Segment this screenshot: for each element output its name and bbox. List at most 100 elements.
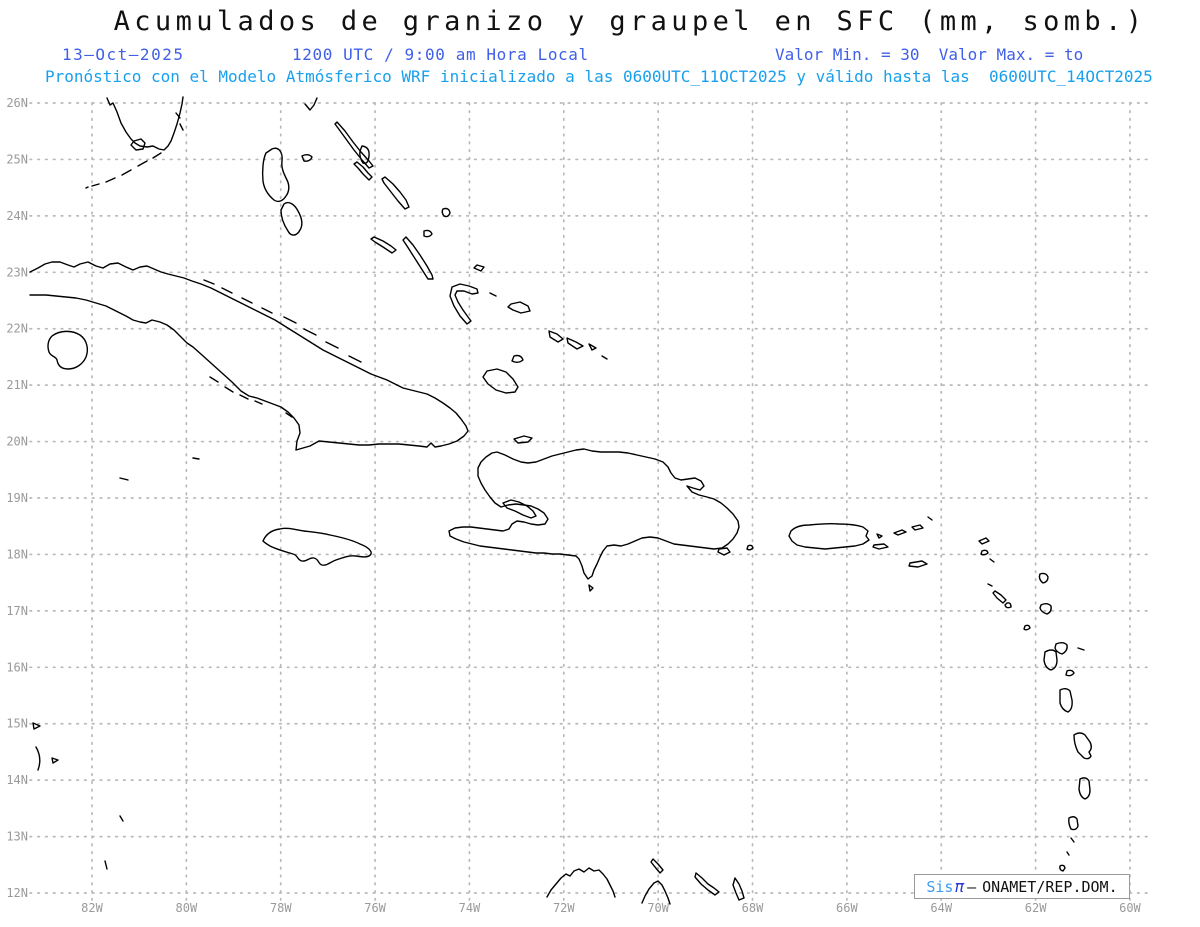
nicaragua-coast [35, 746, 41, 771]
nevis [1004, 602, 1012, 609]
jamaica [262, 527, 372, 566]
cuba-north-cays [203, 279, 362, 363]
lat-tick-label: 23N [6, 265, 28, 279]
st-martin [980, 549, 989, 556]
new-providence [301, 154, 313, 162]
header-minmax: Valor Min. = 30 Valor Max. = to [775, 45, 1084, 64]
cuba-mainland [29, 261, 469, 451]
cayman-islands [119, 457, 200, 481]
lake-okeechobee [130, 138, 146, 151]
lat-tick-label: 24N [6, 209, 28, 223]
header-forecast-line: Pronóstico con el Modelo Atmósferico WRF… [45, 67, 1153, 86]
martinique [1073, 732, 1092, 760]
lat-tick-label: 19N [6, 491, 28, 505]
anguilla [978, 537, 990, 545]
abaco [334, 121, 374, 169]
lon-tick-label: 70W [647, 901, 669, 915]
lon-tick-label: 66W [836, 901, 858, 915]
rum-cay [423, 229, 433, 238]
montserrat [1023, 624, 1031, 631]
lat-tick-label: 12N [6, 886, 28, 900]
bonaire [732, 877, 745, 901]
san-salvador [441, 207, 451, 218]
st-vincent [1068, 816, 1079, 831]
puerto-rico-mainland [788, 522, 870, 550]
lon-tick-label: 72W [553, 901, 575, 915]
coast-jamaica [262, 527, 372, 566]
miskito-cays [51, 757, 59, 764]
coast-cuba [29, 261, 469, 451]
header-date: 13–Oct–2025 [62, 45, 185, 64]
great-exuma [370, 236, 397, 254]
hispaniola-mainland [448, 448, 740, 580]
cuba-south-cays [209, 376, 293, 418]
lon-tick-label: 60W [1119, 901, 1141, 915]
virgin-islands [893, 516, 933, 536]
little-inagua [511, 354, 524, 363]
lat-tick-label: 17N [6, 604, 28, 618]
lat-tick-label: 25N [6, 152, 28, 166]
bimini [175, 112, 184, 131]
samana-cay [473, 264, 485, 272]
long-island [402, 236, 434, 280]
coast-florida [85, 96, 184, 189]
brand-sis: Sis [926, 877, 954, 896]
brand-dash: – [967, 877, 977, 896]
lat-tick-label: 16N [6, 660, 28, 674]
axis-labels: 82W 80W 78W 76W 74W 72W 70W 68W 66W 64W 62W 60W 26N 2… [6, 96, 1141, 915]
grenada [1059, 864, 1066, 872]
andros [261, 147, 290, 203]
coast-south-america [546, 867, 671, 905]
lon-tick-label: 64W [930, 901, 952, 915]
eleuthera [359, 145, 370, 165]
lon-tick-label: 78W [270, 901, 292, 915]
lon-tick-label: 62W [1025, 901, 1047, 915]
san-andres [104, 860, 108, 870]
grand-bahama [304, 97, 318, 111]
turks-caicos [548, 330, 608, 360]
brand-pi: π [954, 877, 965, 896]
isla-juventud [47, 330, 89, 370]
providencia [119, 815, 124, 822]
lat-tick-label: 20N [6, 435, 28, 449]
st-barth [987, 558, 995, 587]
coast-puerto-rico [746, 522, 889, 551]
lat-tick-label: 26N [6, 96, 28, 110]
lon-tick-label: 80W [176, 901, 198, 915]
lat-tick-label: 15N [6, 717, 28, 731]
st-lucia [1078, 777, 1091, 800]
beata [588, 584, 594, 592]
florida-keys [85, 152, 162, 189]
marie-galante [1065, 669, 1075, 677]
gonave [502, 499, 537, 519]
branding-box: Sis π – ONAMET/REP.DOM. [914, 874, 1130, 899]
lat-tick-label: 14N [6, 773, 28, 787]
lon-tick-label: 82W [81, 901, 103, 915]
coast-lesser-antilles [978, 537, 1092, 872]
plana-cays [489, 292, 497, 297]
mayaguana [507, 301, 531, 314]
guadeloupe [1043, 642, 1085, 671]
tortuga [513, 435, 533, 444]
grid-lines [29, 102, 1149, 901]
lat-tick-label: 18N [6, 547, 28, 561]
paraguana-peninsula [641, 880, 671, 905]
lon-tick-label: 74W [459, 901, 481, 915]
page-title: Acumulados de granizo y graupel en SFC (… [113, 6, 1147, 37]
lat-tick-label: 21N [6, 378, 28, 392]
antigua [1039, 603, 1052, 615]
coastlines [29, 96, 1092, 905]
grenadines [1066, 837, 1075, 856]
florida-mainland [106, 96, 184, 151]
cabo-gracias [32, 722, 41, 730]
cat-island [353, 161, 373, 181]
st-kitts [992, 590, 1007, 604]
coast-bahamas [175, 97, 608, 394]
mona [746, 544, 754, 551]
dominica [1059, 688, 1073, 713]
coast-cayman [119, 457, 200, 481]
lon-tick-label: 76W [364, 901, 386, 915]
barbuda [1038, 572, 1049, 584]
culebra [876, 533, 883, 539]
